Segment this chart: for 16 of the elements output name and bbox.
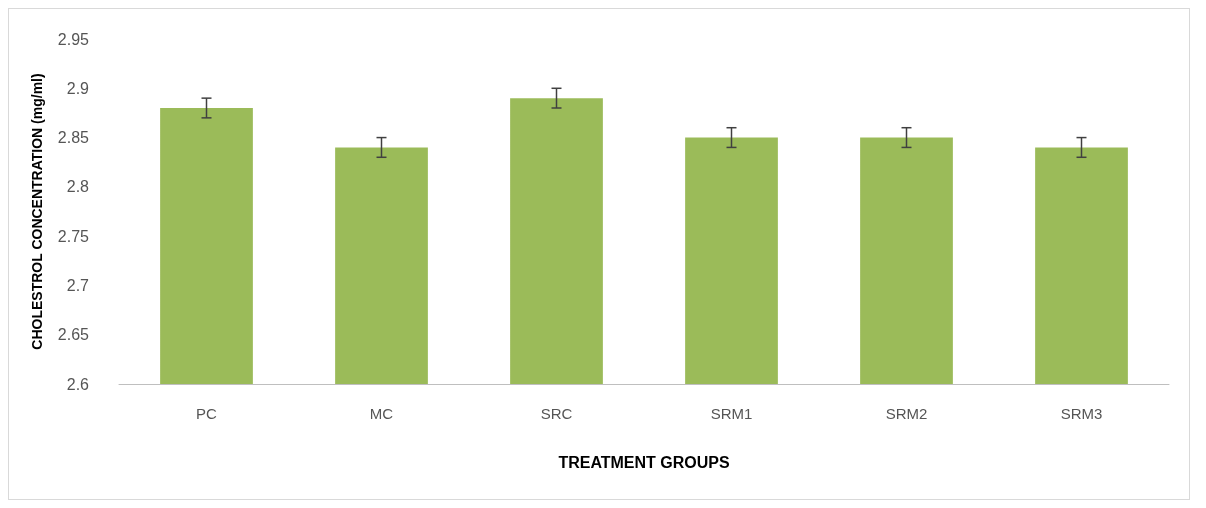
y-tick-label: 2.95 (57, 30, 90, 48)
x-tick-label: PC (196, 405, 218, 422)
x-axis-title: TREATMENT GROUPS (558, 453, 730, 471)
x-tick-label: SRM1 (710, 405, 753, 422)
y-tick-label: 2.6 (66, 375, 90, 393)
x-tick-label: SRM3 (1060, 405, 1103, 422)
y-tick-label: 2.65 (57, 326, 90, 344)
y-tick-label: 2.7 (66, 276, 90, 294)
x-tick-label: SRM2 (885, 405, 928, 422)
y-axis-title: CHOLESTROL CONCENTRATION (mg/ml) (29, 73, 45, 350)
y-tick-label: 2.8 (66, 178, 90, 196)
y-tick-label: 2.9 (66, 79, 90, 97)
y-tick-label: 2.75 (57, 227, 90, 245)
x-tick-label: SRC (540, 405, 573, 422)
x-tick-label: MC (369, 405, 394, 422)
y-tick-label: 2.85 (57, 129, 90, 147)
